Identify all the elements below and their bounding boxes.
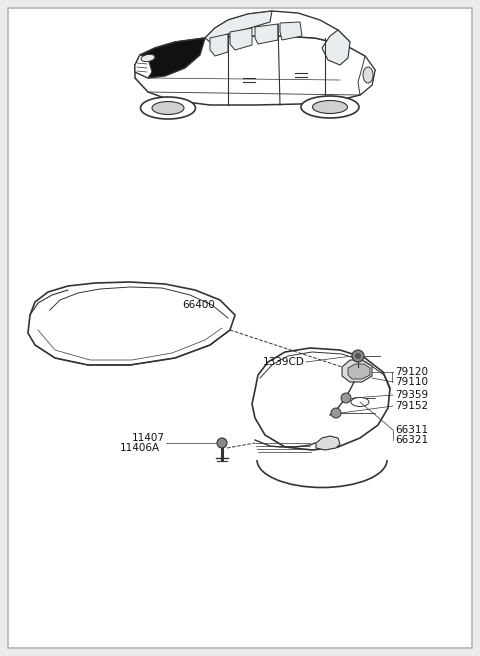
Polygon shape — [230, 28, 252, 50]
Polygon shape — [348, 364, 370, 379]
FancyBboxPatch shape — [8, 8, 472, 648]
Polygon shape — [135, 55, 152, 78]
Text: 11406A: 11406A — [120, 443, 160, 453]
Text: 79110: 79110 — [395, 377, 428, 387]
Text: 11407: 11407 — [132, 433, 165, 443]
Polygon shape — [255, 24, 278, 44]
Polygon shape — [135, 38, 205, 78]
Polygon shape — [280, 22, 302, 40]
Text: 79359: 79359 — [395, 390, 428, 400]
Polygon shape — [316, 436, 340, 450]
Ellipse shape — [301, 96, 359, 118]
Polygon shape — [252, 348, 390, 450]
Circle shape — [352, 350, 364, 362]
Ellipse shape — [351, 398, 369, 407]
Ellipse shape — [363, 67, 373, 83]
Text: 79152: 79152 — [395, 401, 428, 411]
Circle shape — [355, 353, 361, 359]
Ellipse shape — [152, 102, 184, 115]
Circle shape — [217, 438, 227, 448]
Polygon shape — [205, 11, 350, 45]
Text: 66321: 66321 — [395, 435, 428, 445]
Polygon shape — [205, 11, 272, 42]
Ellipse shape — [141, 97, 195, 119]
Text: 66311: 66311 — [395, 425, 428, 435]
Ellipse shape — [141, 54, 155, 62]
Polygon shape — [210, 34, 228, 56]
Text: 1339CD: 1339CD — [263, 357, 305, 367]
Ellipse shape — [312, 100, 348, 113]
Polygon shape — [342, 360, 372, 382]
Circle shape — [331, 408, 341, 418]
Polygon shape — [358, 56, 375, 95]
Circle shape — [341, 393, 351, 403]
Text: 79120: 79120 — [395, 367, 428, 377]
Polygon shape — [28, 282, 235, 365]
Polygon shape — [135, 36, 375, 105]
Polygon shape — [322, 30, 350, 65]
Text: 66400: 66400 — [182, 300, 215, 310]
